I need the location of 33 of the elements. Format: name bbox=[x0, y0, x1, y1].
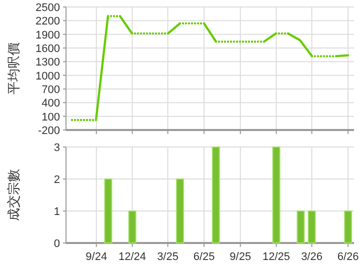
y-tick-label: 2200 bbox=[36, 16, 60, 28]
x-tick-label: 9/24 bbox=[86, 251, 108, 263]
x-tick-label: 6/26 bbox=[337, 251, 359, 263]
bar bbox=[176, 178, 184, 244]
bar bbox=[212, 146, 220, 244]
y-tick-label: 1600 bbox=[36, 43, 60, 55]
bar bbox=[344, 210, 352, 244]
bar bbox=[308, 210, 316, 244]
x-tick-label: 3/26 bbox=[301, 251, 322, 263]
x-tick-label: 12/24 bbox=[118, 251, 146, 263]
bar bbox=[104, 178, 112, 244]
y-tick-label: -200 bbox=[38, 125, 60, 137]
y-tick-label: 2500 bbox=[36, 2, 60, 14]
x-tick-label: 9/25 bbox=[230, 251, 252, 263]
bar bbox=[128, 210, 136, 244]
y-tick-label: 400 bbox=[42, 98, 60, 110]
y-tick-label: 2 bbox=[54, 174, 60, 186]
x-tick-label: 3/25 bbox=[157, 251, 178, 263]
y-tick-label: 1300 bbox=[36, 56, 60, 69]
line-series bbox=[70, 15, 350, 122]
x-tick-label: 6/25 bbox=[193, 251, 215, 263]
y-tick-label: 1 bbox=[54, 206, 60, 218]
bar bbox=[272, 146, 280, 244]
y-tick-label: 0 bbox=[54, 238, 60, 250]
y-axis-title: 平均呎價 bbox=[6, 42, 21, 94]
y-tick-label: 1900 bbox=[36, 29, 60, 42]
y-tick-label: 1000 bbox=[36, 70, 60, 82]
y-tick-label: 700 bbox=[42, 84, 60, 96]
y-axis-title: 成交宗數 bbox=[6, 169, 21, 221]
y-tick-label: 3 bbox=[54, 142, 60, 154]
bar bbox=[296, 210, 305, 244]
y-tick-label: 100 bbox=[42, 111, 60, 124]
x-tick-label: 12/25 bbox=[262, 251, 290, 263]
